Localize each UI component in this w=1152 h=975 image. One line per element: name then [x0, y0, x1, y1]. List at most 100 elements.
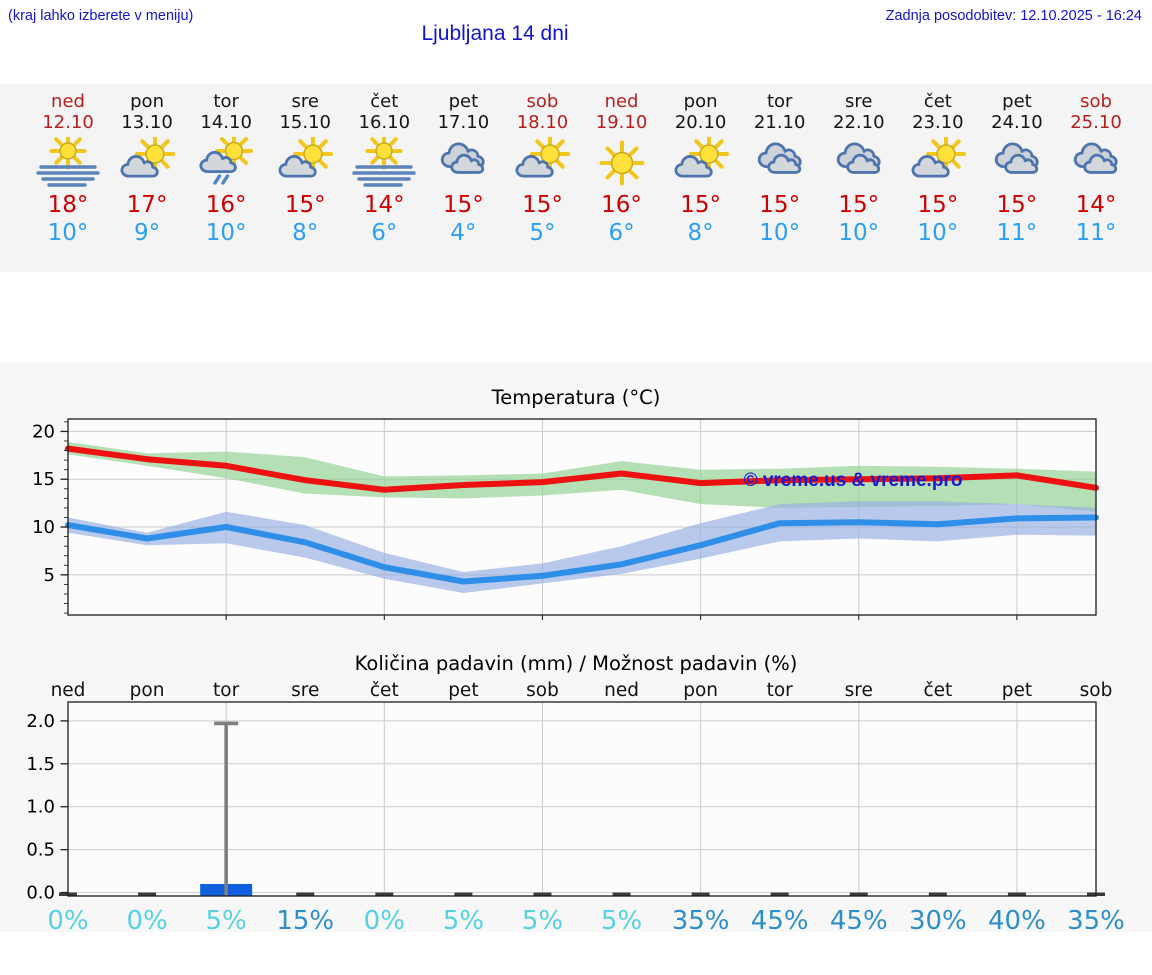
day-high-temp: 17°: [126, 192, 168, 218]
y-tick-label: 10: [32, 517, 55, 538]
day-date: 25.10: [1070, 112, 1122, 133]
day-labels: ned pon tor sre čet pet sob ned pon tor sre čet pet s…: [51, 680, 1113, 701]
day-label: pon: [130, 680, 165, 701]
probability-label: 5%: [206, 906, 247, 934]
day-label: tor: [767, 680, 794, 701]
cloud-shape: [911, 155, 950, 178]
day-low-temp: 11°: [996, 220, 1038, 246]
day-label: sob: [1080, 680, 1113, 701]
day-high-temp: 15°: [522, 192, 563, 218]
forecast-day-17.10: pet 17.10 15° 4°: [424, 84, 503, 272]
menu-hint: (kraj lahko izberete v meniju): [8, 8, 194, 24]
probability-label: 5%: [601, 906, 642, 934]
probability-label: 0%: [364, 906, 405, 934]
forecast-day-13.10: pon 13.10 17° 9°: [108, 84, 187, 272]
day-low-temp: 4°: [450, 220, 477, 246]
sun-fog-icon: [35, 132, 101, 189]
day-label: sre: [845, 680, 873, 701]
day-label: pon: [683, 680, 718, 701]
day-high-temp: 15°: [996, 192, 1038, 218]
watermark: © vreme.us & vreme.pro: [744, 470, 963, 491]
clouds-icon: [826, 137, 892, 189]
y-tick-label: 1.0: [26, 797, 55, 818]
probability-label: 0%: [47, 906, 88, 934]
clouds-icon: [747, 137, 813, 189]
cloud-shape: [120, 155, 159, 178]
day-date: 17.10: [437, 112, 490, 133]
y-tick-label: 0.0: [26, 883, 55, 904]
day-high-temp: 15°: [284, 192, 326, 218]
day-date: 24.10: [991, 112, 1043, 133]
probability-label: 5%: [522, 906, 563, 934]
day-name: sob: [1080, 91, 1112, 112]
forecast-day-15.10: sre 15.10 15° 8°: [266, 84, 345, 272]
cloud-shape: [515, 155, 555, 178]
day-low-temp: 8°: [292, 220, 319, 246]
sun-cloud-icon: [668, 134, 734, 189]
sun-shape: [365, 132, 403, 170]
day-low-temp: 10°: [838, 220, 880, 246]
day-date: 22.10: [833, 112, 885, 133]
cloud-shape: [766, 153, 801, 174]
day-label: pet: [448, 680, 478, 701]
day-date: 12.10: [42, 112, 94, 133]
day-name: sre: [845, 91, 873, 112]
day-name: čet: [370, 91, 399, 112]
day-date: 13.10: [121, 112, 173, 133]
y-tick-label: 2.0: [26, 711, 55, 732]
sun-cloud-icon: [272, 134, 338, 189]
precip-max-whisker: [214, 721, 239, 896]
day-date: 23.10: [912, 112, 964, 133]
clouds-icon: [430, 137, 496, 189]
day-label: čet: [370, 680, 399, 701]
day-high-temp: 15°: [759, 192, 801, 218]
day-name: čet: [923, 91, 952, 112]
y-tick-label: 15: [32, 469, 55, 490]
day-high-temp: 18°: [47, 192, 89, 218]
day-label: pet: [1002, 680, 1032, 701]
day-date: 14.10: [200, 112, 252, 133]
day-high-temp: 16°: [205, 192, 247, 218]
day-name: ned: [51, 91, 85, 112]
day-high-temp: 14°: [363, 192, 405, 218]
forecast-day-21.10: tor 21.10 15° 10°: [740, 84, 819, 272]
min-temp-line: [65, 514, 1099, 585]
fog-shape: [352, 165, 416, 187]
day-low-temp: 11°: [1075, 220, 1117, 246]
probability-label: 30%: [909, 906, 967, 934]
forecast-day-19.10: ned 19.10 16° 6°: [582, 84, 661, 272]
y-tick-label: 0.5: [26, 840, 55, 861]
day-low-temp: 10°: [759, 220, 801, 246]
forecast-day-14.10: tor 14.10 16° 10°: [187, 84, 266, 272]
sun-shape: [688, 134, 729, 174]
day-high-temp: 16°: [601, 192, 642, 218]
day-name: pet: [1002, 91, 1032, 112]
day-low-temp: 6°: [608, 220, 635, 246]
day-low-temp: 10°: [47, 220, 89, 246]
page-title: Ljubljana 14 dni: [421, 22, 569, 45]
forecast-day-16.10: čet 16.10 14° 6°: [345, 84, 424, 272]
sun-cloud-icon: [509, 134, 575, 189]
day-high-temp: 15°: [442, 192, 484, 218]
day-name: sob: [526, 91, 559, 112]
day-name: ned: [604, 91, 639, 112]
max-temp-line: [65, 445, 1099, 493]
cloud-shape: [1083, 153, 1118, 174]
day-high-temp: 14°: [1075, 192, 1117, 218]
y-axis-labels: 5 10 15 20: [32, 421, 55, 585]
sun-shape: [599, 140, 645, 186]
temperature-chart-title: Temperatura (°C): [491, 386, 661, 409]
day-name: pet: [448, 91, 479, 112]
forecast-day-18.10: sob 18.10 15° 5°: [503, 84, 582, 272]
sun-shape: [49, 132, 87, 170]
day-date: 20.10: [674, 112, 727, 133]
clouds-icon: [1063, 137, 1129, 189]
forecast-day-12.10: ned 12.10 18° 10°: [29, 84, 108, 272]
day-high-temp: 15°: [680, 192, 721, 218]
forecast-day-25.10: sob 25.10 14° 11°: [1057, 84, 1136, 272]
day-label: ned: [604, 680, 639, 701]
day-name: tor: [213, 91, 239, 112]
forecast-day-23.10: čet 23.10 15° 10°: [898, 84, 977, 272]
probability-labels: 0% 0% 5% 15% 0% 5% 5% 5% 35% 45% 45% 30% 40% 35%: [47, 906, 1125, 934]
probability-label: 15%: [276, 906, 334, 934]
